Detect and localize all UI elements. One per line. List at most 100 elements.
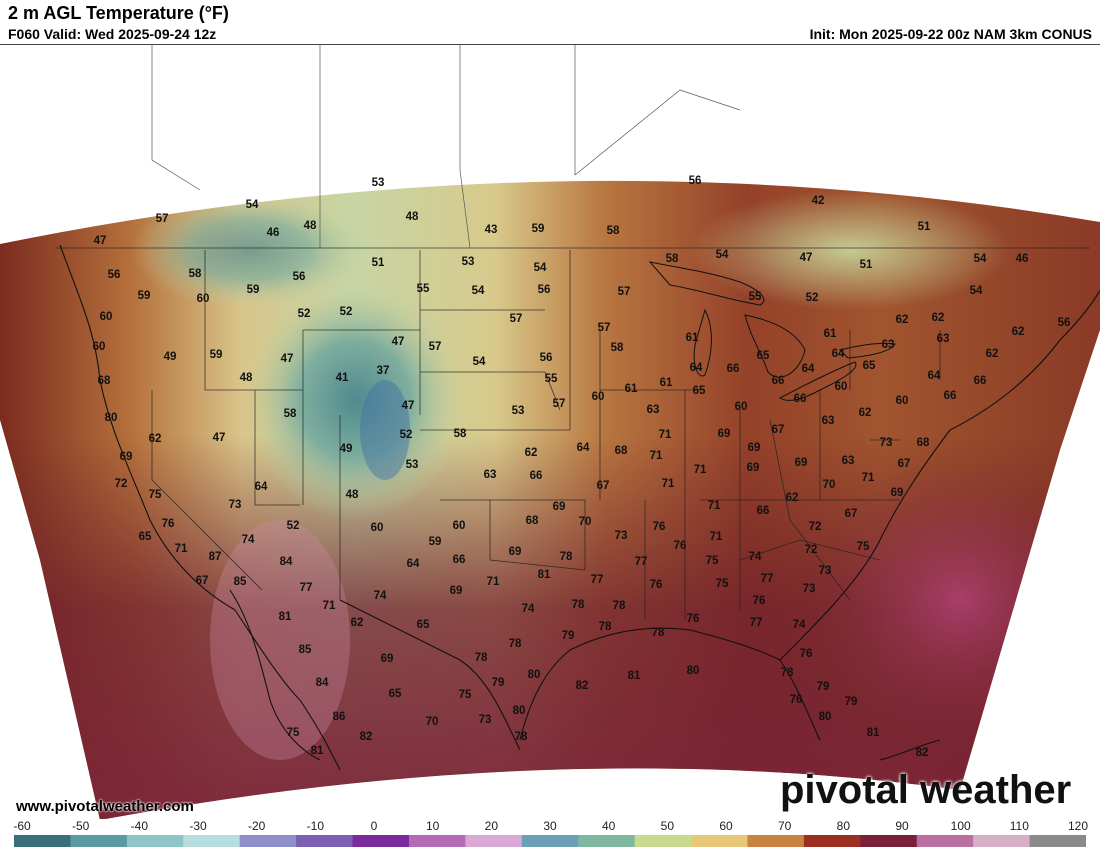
temperature-value: 66 bbox=[530, 470, 543, 482]
temperature-value: 62 bbox=[932, 312, 945, 324]
temperature-value: 80 bbox=[819, 711, 832, 723]
temperature-value: 79 bbox=[562, 630, 575, 642]
colorbar-tick-label: -40 bbox=[130, 819, 148, 833]
temperature-value: 85 bbox=[234, 576, 247, 588]
colorbar-swatch bbox=[860, 835, 918, 847]
temperature-value: 61 bbox=[660, 377, 673, 389]
temperature-value: 77 bbox=[750, 617, 763, 629]
colorbar-tick-label: 0 bbox=[370, 819, 378, 833]
temperature-value: 62 bbox=[351, 617, 364, 629]
temperature-value: 57 bbox=[429, 341, 442, 353]
temperature-field bbox=[0, 180, 1100, 819]
colorbar-swatch bbox=[352, 835, 410, 847]
canada-borders bbox=[151, 45, 741, 249]
temperature-value: 71 bbox=[650, 450, 663, 462]
temperature-value: 87 bbox=[209, 551, 222, 563]
temperature-value: 67 bbox=[196, 575, 209, 587]
temperature-value: 82 bbox=[360, 731, 373, 743]
colorbar: -60 -50 -40 -30 -20 -10 0 10 20 30 40 50 60 70 80 90 100… bbox=[0, 819, 1100, 850]
colorbar-tick-label: 10 bbox=[425, 819, 440, 833]
colorbar-swatch bbox=[183, 835, 241, 847]
temperature-value: 64 bbox=[802, 363, 815, 375]
temperature-value: 71 bbox=[662, 478, 675, 490]
temperature-value: 52 bbox=[340, 306, 353, 318]
colorbar-swatch bbox=[803, 835, 861, 847]
temperature-value: 48 bbox=[304, 220, 317, 232]
temperature-value: 71 bbox=[862, 472, 875, 484]
temperature-value: 81 bbox=[538, 569, 551, 581]
temperature-value: 52 bbox=[400, 429, 413, 441]
temperature-value: 62 bbox=[986, 348, 999, 360]
temperature-value: 58 bbox=[666, 253, 679, 265]
colorbar-tick-label: 120 bbox=[1067, 819, 1089, 833]
temperature-value: 60 bbox=[896, 395, 909, 407]
state-borders bbox=[55, 247, 1090, 620]
temperature-value: 57 bbox=[553, 398, 566, 410]
website-label: www.pivotalweather.com bbox=[16, 798, 194, 815]
temperature-value: 41 bbox=[336, 372, 349, 384]
temperature-value: 69 bbox=[553, 501, 566, 513]
temperature-value: 54 bbox=[472, 285, 485, 297]
temperature-value: 66 bbox=[727, 363, 740, 375]
temperature-value: 61 bbox=[824, 328, 837, 340]
temperature-value: 78 bbox=[515, 731, 528, 743]
temperature-value: 73 bbox=[880, 437, 893, 449]
temperature-value: 55 bbox=[545, 373, 558, 385]
temperature-value: 60 bbox=[100, 311, 113, 323]
colorbar-tick-label: -20 bbox=[247, 819, 266, 833]
temperature-value: 61 bbox=[686, 332, 699, 344]
header: 2 m AGL Temperature (°F) F060 Valid: Wed… bbox=[0, 0, 1100, 44]
temperature-value: 73 bbox=[819, 565, 832, 577]
temperature-value: 78 bbox=[475, 652, 488, 664]
colorbar-swatch bbox=[296, 835, 354, 847]
temperature-value: 78 bbox=[652, 627, 665, 639]
temperature-value: 56 bbox=[108, 269, 121, 281]
temperature-value: 69 bbox=[748, 442, 761, 454]
temperature-value: 59 bbox=[210, 349, 223, 361]
temperature-value: 74 bbox=[749, 551, 762, 563]
temperature-value: 68 bbox=[526, 515, 539, 527]
temperature-value: 80 bbox=[105, 412, 118, 424]
temperature-value: 64 bbox=[832, 348, 845, 360]
temperature-value: 43 bbox=[485, 224, 498, 236]
temperature-value: 58 bbox=[189, 268, 202, 280]
valid-time: F060 Valid: Wed 2025-09-24 12z bbox=[8, 26, 217, 42]
temperature-value: 75 bbox=[706, 555, 719, 567]
temperature-value: 71 bbox=[708, 500, 721, 512]
colorbar-swatch bbox=[578, 835, 636, 847]
temperature-value: 47 bbox=[800, 252, 813, 264]
temperature-value: 82 bbox=[916, 747, 929, 759]
temperature-value: 65 bbox=[139, 531, 152, 543]
temperature-value: 62 bbox=[1012, 326, 1025, 338]
temperature-value: 70 bbox=[426, 716, 439, 728]
temperature-value: 78 bbox=[781, 667, 794, 679]
temperature-value: 76 bbox=[800, 648, 813, 660]
temperature-value: 75 bbox=[149, 489, 162, 501]
temperature-value: 73 bbox=[229, 499, 242, 511]
temperature-value: 63 bbox=[647, 404, 660, 416]
temperature-value: 79 bbox=[817, 681, 830, 693]
temperature-value: 78 bbox=[572, 599, 585, 611]
temperature-value: 69 bbox=[891, 487, 904, 499]
colorbar-tick-label: 110 bbox=[1009, 819, 1029, 833]
temperature-value: 56 bbox=[293, 271, 306, 283]
colorbar-swatch bbox=[634, 835, 692, 847]
colorbar-labels: -60 -50 -40 -30 -20 -10 0 10 20 30 40 50 60 70 80 90 100… bbox=[0, 819, 1100, 833]
temperature-value: 66 bbox=[944, 390, 957, 402]
colorbar-tick-label: 20 bbox=[484, 819, 499, 833]
temperature-value: 84 bbox=[280, 556, 293, 568]
header-divider bbox=[0, 44, 1100, 45]
temperature-value: 51 bbox=[372, 257, 385, 269]
temperature-value: 76 bbox=[162, 518, 175, 530]
temperature-value: 47 bbox=[402, 400, 415, 412]
temperature-value: 78 bbox=[560, 551, 573, 563]
temperature-value: 60 bbox=[371, 522, 384, 534]
colorbar-swatch bbox=[691, 835, 748, 847]
temperature-value: 65 bbox=[693, 385, 706, 397]
temperature-value: 79 bbox=[492, 677, 505, 689]
temperature-value: 69 bbox=[509, 546, 522, 558]
temperature-value: 77 bbox=[591, 574, 604, 586]
colorbar-tick-label: -50 bbox=[71, 819, 90, 833]
temperature-value: 76 bbox=[790, 694, 803, 706]
temperature-value: 57 bbox=[156, 213, 169, 225]
